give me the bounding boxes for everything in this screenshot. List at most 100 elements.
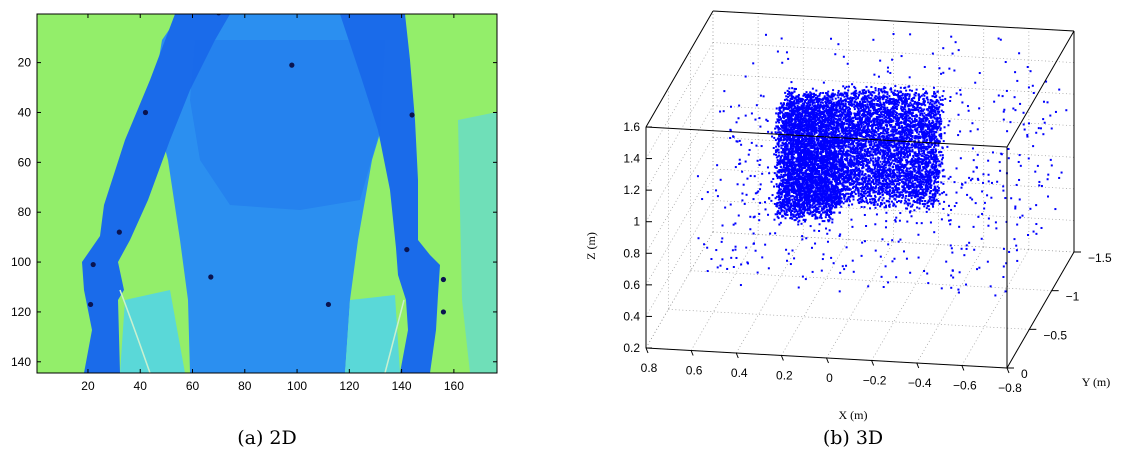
scatter-point bbox=[867, 158, 870, 161]
scatter-point bbox=[882, 142, 885, 145]
scatter-point bbox=[872, 91, 875, 94]
scatter-point bbox=[882, 114, 885, 117]
scatter-point bbox=[846, 192, 849, 195]
scatter-point bbox=[912, 200, 915, 203]
scatter-point bbox=[897, 177, 900, 180]
scatter-point bbox=[854, 132, 857, 135]
scatter-point bbox=[843, 180, 846, 183]
scatter-point bbox=[922, 119, 925, 122]
scatter-point bbox=[907, 136, 910, 139]
scatter-point bbox=[888, 102, 891, 105]
scatter-point bbox=[863, 177, 866, 180]
scatter-point bbox=[894, 85, 897, 88]
scatter-point bbox=[924, 187, 927, 190]
scatter-point bbox=[842, 104, 845, 107]
marker-point bbox=[404, 246, 410, 253]
scatter-point bbox=[940, 161, 943, 164]
scatter-point bbox=[877, 174, 880, 177]
scatter-point bbox=[936, 140, 939, 143]
scatter-point bbox=[839, 147, 842, 150]
scatter-point bbox=[930, 133, 933, 136]
scatter-point bbox=[783, 160, 786, 163]
scatter-point bbox=[923, 158, 926, 161]
scatter-point bbox=[909, 128, 912, 131]
scatter-point bbox=[905, 174, 908, 177]
scatter-point bbox=[920, 94, 923, 97]
scatter-point bbox=[853, 155, 856, 158]
scatter-point bbox=[886, 138, 889, 141]
scatter-point bbox=[900, 105, 903, 108]
scatter-point bbox=[859, 100, 862, 103]
scatter-point bbox=[856, 114, 859, 117]
scatter-point bbox=[908, 202, 911, 205]
scatter-point bbox=[848, 113, 851, 116]
scatter-point bbox=[942, 140, 945, 143]
scatter-point bbox=[857, 117, 860, 120]
scatter-point bbox=[887, 149, 890, 152]
scatter-point bbox=[857, 169, 860, 172]
scatter-point bbox=[913, 201, 916, 204]
scatter-point bbox=[871, 145, 874, 148]
scatter-point bbox=[836, 187, 839, 190]
scatter-point bbox=[917, 121, 920, 124]
scatter-point bbox=[923, 153, 926, 156]
scatter-point bbox=[877, 140, 880, 143]
scatter-point bbox=[838, 180, 841, 183]
scatter-point bbox=[847, 149, 850, 152]
scatter-point bbox=[884, 128, 887, 131]
scatter-point bbox=[847, 110, 850, 113]
scatter-point bbox=[885, 151, 888, 154]
scatter-point bbox=[914, 151, 917, 154]
scatter-point bbox=[899, 115, 902, 118]
scatter-point bbox=[925, 193, 928, 196]
scatter-point bbox=[878, 151, 881, 154]
scatter-point bbox=[874, 177, 877, 180]
scatter-point bbox=[863, 195, 866, 198]
scatter-point bbox=[877, 121, 880, 124]
scatter-point bbox=[856, 173, 859, 176]
scatter-point bbox=[836, 140, 839, 143]
scatter-point bbox=[866, 131, 869, 134]
scatter-point bbox=[911, 129, 914, 132]
scatter-point bbox=[875, 190, 878, 193]
scatter-point bbox=[863, 126, 866, 129]
scatter-point bbox=[939, 118, 942, 121]
scatter-point bbox=[920, 127, 923, 130]
scatter-point bbox=[862, 166, 865, 169]
scatter-point bbox=[900, 133, 903, 136]
scatter-point bbox=[939, 116, 942, 119]
scatter-point bbox=[908, 148, 911, 151]
scatter-point bbox=[841, 142, 844, 145]
grid-line bbox=[871, 244, 939, 361]
scatter-point bbox=[893, 154, 896, 157]
scatter-point bbox=[903, 98, 906, 101]
scatter-point bbox=[926, 202, 929, 205]
scatter-point bbox=[880, 172, 883, 175]
scatter-point bbox=[880, 105, 883, 108]
scatter-point bbox=[891, 114, 894, 117]
scatter-point bbox=[934, 164, 937, 167]
scatter-point bbox=[914, 135, 917, 138]
scatter-point bbox=[914, 146, 917, 149]
scatter-point bbox=[896, 201, 899, 204]
scatter-point bbox=[869, 198, 872, 201]
scatter-point bbox=[909, 150, 912, 153]
scatter-point bbox=[913, 162, 916, 165]
scatter-point bbox=[797, 95, 800, 98]
scatter-point bbox=[871, 113, 874, 116]
scatter-point bbox=[859, 151, 862, 154]
scatter-point bbox=[907, 111, 910, 114]
scatter-point bbox=[878, 191, 881, 194]
scatter-point bbox=[925, 158, 928, 161]
marker-point bbox=[409, 112, 415, 118]
scatter-point bbox=[852, 123, 855, 126]
scatter-point bbox=[926, 123, 929, 126]
scatter-point bbox=[883, 184, 886, 187]
scatter-point bbox=[846, 93, 849, 96]
scatter-point bbox=[896, 171, 899, 174]
scatter-point bbox=[919, 144, 922, 147]
scatter-point bbox=[888, 146, 891, 149]
scatter-point bbox=[846, 92, 849, 95]
scatter-point bbox=[892, 171, 895, 174]
scatter-point bbox=[904, 123, 907, 126]
